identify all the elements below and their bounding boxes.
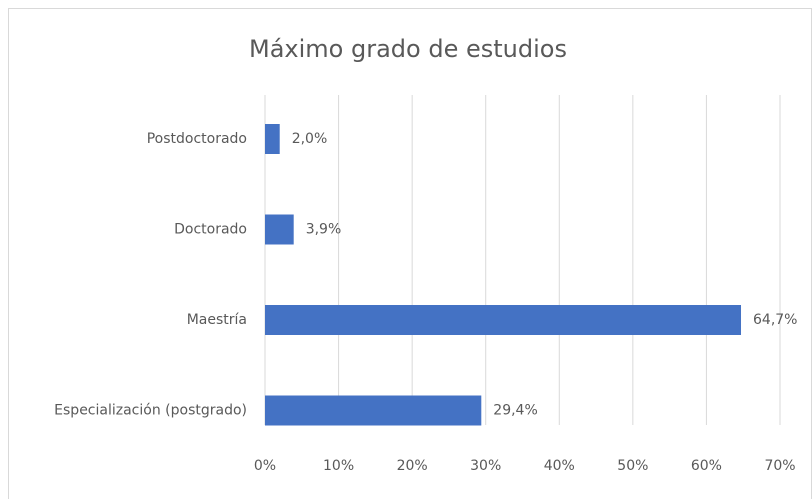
value-label: 64,7% bbox=[753, 312, 797, 328]
y-tick-label: Postdoctorado bbox=[147, 131, 247, 147]
chart-title: Máximo grado de estudios bbox=[249, 35, 567, 63]
value-label: 2,0% bbox=[292, 131, 328, 147]
x-tick-label: 60% bbox=[691, 458, 722, 474]
y-tick-label: Especialización (postgrado) bbox=[54, 403, 247, 419]
bar bbox=[265, 124, 280, 154]
x-tick-label: 0% bbox=[254, 458, 276, 474]
value-label: 3,9% bbox=[306, 222, 342, 238]
x-tick-label: 10% bbox=[323, 458, 354, 474]
x-tick-label: 40% bbox=[544, 458, 575, 474]
bar bbox=[265, 395, 482, 426]
x-tick-label: 70% bbox=[764, 458, 795, 474]
y-tick-label: Doctorado bbox=[174, 222, 247, 238]
x-tick-label: 50% bbox=[617, 458, 648, 474]
bar bbox=[265, 305, 742, 335]
y-tick-label: Maestría bbox=[187, 312, 247, 328]
x-tick-label: 20% bbox=[397, 458, 428, 474]
bar bbox=[265, 214, 294, 245]
value-label: 29,4% bbox=[493, 403, 537, 419]
x-tick-label: 30% bbox=[470, 458, 501, 474]
